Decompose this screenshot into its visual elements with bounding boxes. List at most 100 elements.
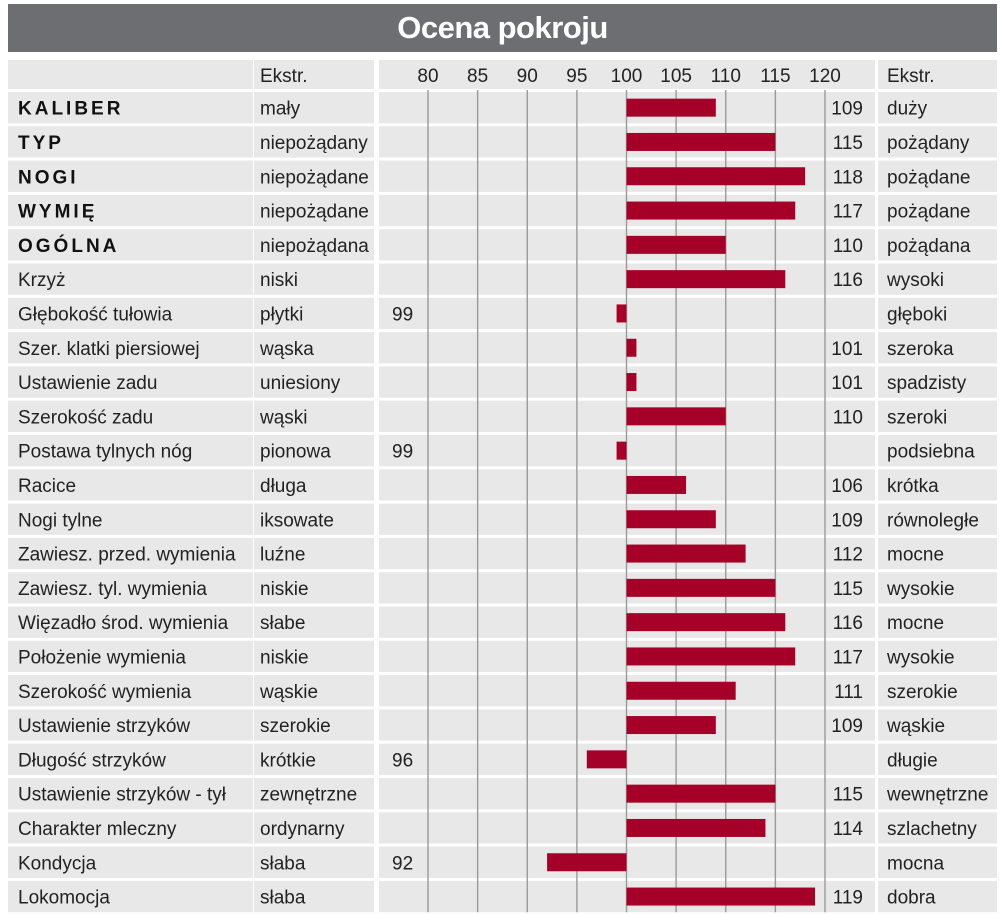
row-cell [878,572,997,604]
row-cell [878,606,997,638]
low-extreme-label: płytki [260,304,303,325]
high-extreme-label: podsiebna [887,442,975,463]
row-cell [878,435,997,467]
row-cell [254,92,374,124]
low-extreme-label: słaba [260,853,306,874]
chart-title: Ocena pokroju [8,4,997,52]
row-cell [254,297,374,330]
high-extreme-label: wąskie [886,716,945,737]
value-label: 99 [392,442,413,463]
value-label: 106 [831,476,863,497]
trait-label: Głębokość tułowia [18,304,173,325]
row-cell [254,400,374,432]
trait-bar [626,132,776,151]
row-cell [8,126,253,158]
row-cell [8,297,253,330]
trait-bar [626,613,786,632]
value-label: 99 [392,304,413,325]
low-extreme-label: pionowa [260,442,331,463]
row-cell [8,400,253,432]
row-cell [8,778,253,810]
high-extreme-label: wysoki [886,270,944,291]
row-cell [254,435,374,467]
trait-bar [586,750,627,769]
row-cell [8,435,253,467]
trait-label: Kondycja [18,853,97,874]
low-extreme-label: niski [260,270,298,291]
value-label: 101 [831,373,863,394]
tick-label-85: 85 [467,66,488,87]
row-cell [878,537,997,570]
high-extreme-label: pożądane [887,202,970,223]
value-label: 110 [833,236,863,257]
high-extreme-label: mocne [887,545,944,566]
value-label: 117 [833,647,863,668]
trait-label: Krzyż [18,270,66,291]
low-extreme-label: luźne [260,545,305,566]
row-cell [254,572,374,604]
value-label: 109 [831,99,863,120]
value-label: 109 [831,716,863,737]
row-cell [254,332,374,364]
header-extr-left: Ekstr. [260,66,308,87]
trait-label: Więzadło środ. wymienia [18,613,229,634]
low-extreme-label: uniesiony [260,373,341,394]
row-cell [8,160,253,192]
high-extreme-label: wysokie [886,647,955,668]
row-cell [8,503,253,535]
low-extreme-label: słaba [260,888,306,909]
high-extreme-label: równoległe [887,510,979,531]
value-label: 115 [833,133,863,154]
trait-label: Nogi tylne [18,510,103,531]
trait-bar [616,304,627,323]
row-cell [878,400,997,432]
header-cell [8,60,253,89]
high-extreme-label: szeroka [887,339,954,360]
trait-bar [626,681,736,700]
trait-bar [626,475,687,494]
tick-label-100: 100 [611,66,643,87]
row-cell [878,160,997,192]
row-cell [8,537,253,570]
bars [547,98,816,906]
row-cell [254,263,374,295]
row-cell [254,366,374,398]
high-extreme-label: pożądane [887,167,970,188]
low-extreme-label: niepożądana [260,236,369,257]
high-extreme-label: wysokie [886,579,955,600]
tick-label-120: 120 [809,66,841,87]
row-cell [8,606,253,638]
row-cell [8,194,253,227]
trait-bar [626,716,716,735]
trait-bar [626,98,716,117]
high-extreme-label: dobra [887,888,936,909]
row-cell [878,812,997,844]
trait-label: WYMIĘ [18,202,97,223]
trait-bar [626,201,796,220]
header-cell [379,60,875,89]
row-cell [8,229,253,261]
low-extreme-label: niepożądany [260,133,368,154]
high-extreme-label: głęboki [887,304,947,325]
low-extreme-label: niskie [260,647,309,668]
low-extreme-label: ordynarny [260,819,345,840]
value-label: 92 [392,853,413,874]
row-cell [878,743,997,775]
value-label: 115 [833,785,863,806]
row-cell [878,503,997,535]
tick-label-110: 110 [711,66,741,87]
value-label: 116 [833,613,863,634]
row-cell [8,92,253,124]
trait-label: Zawiesz. tyl. wymienia [18,579,207,600]
low-extreme-label: niepożądane [260,167,369,188]
high-extreme-label: wewnętrzne [886,785,988,806]
high-extreme-label: mocna [887,853,944,874]
row-cell [254,503,374,535]
trait-label: Ustawienie zadu [18,373,157,394]
low-extreme-label: niepożądane [260,202,369,223]
row-cell [878,640,997,673]
trait-bar [626,407,726,426]
high-extreme-label: spadzisty [887,373,967,394]
trait-label: KALIBER [18,99,123,120]
